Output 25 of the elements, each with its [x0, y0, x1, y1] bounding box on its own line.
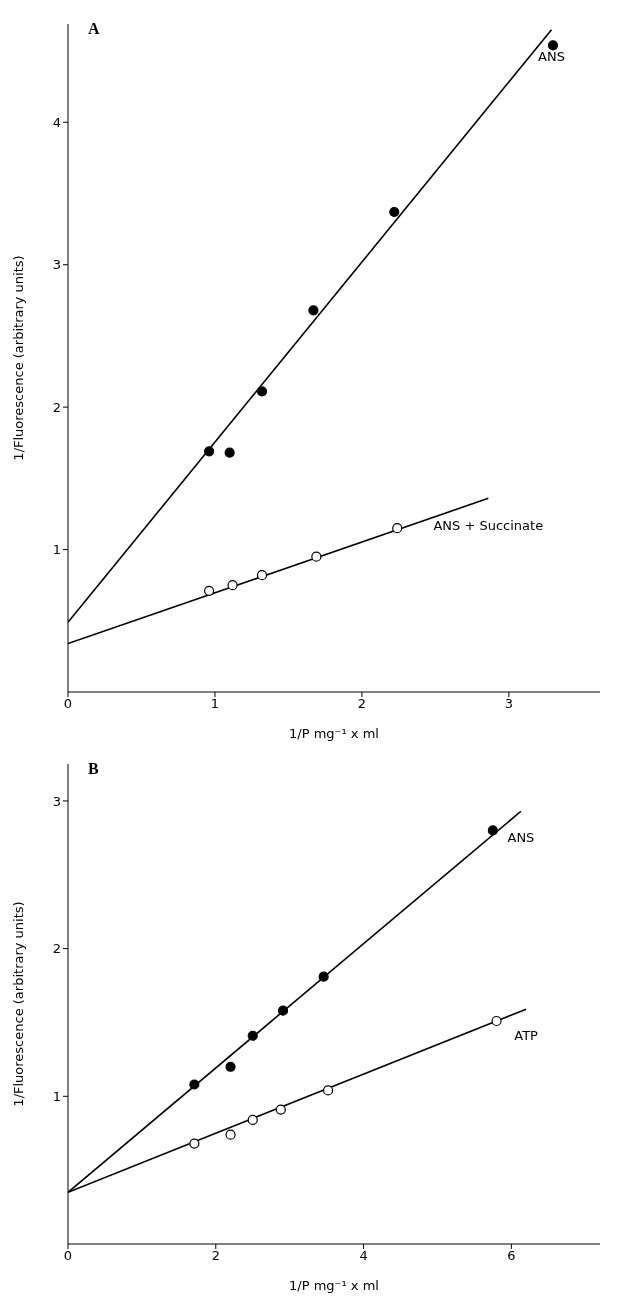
- y-tick-label: 1: [52, 542, 61, 558]
- x-axis-title: 1/P mg⁻¹ x ml: [289, 726, 379, 741]
- y-axis-title: 1/Fluorescence (arbitrary units): [10, 255, 26, 461]
- series-label: ANS + Succinate: [433, 517, 544, 533]
- x-tick-label: 4: [359, 1248, 368, 1264]
- series-label: ANS: [538, 48, 565, 64]
- y-tick-label: 2: [52, 941, 61, 957]
- x-tick-label: 3: [504, 696, 514, 712]
- x-tick-label: 2: [357, 696, 367, 712]
- series-label: ATP: [514, 1028, 539, 1044]
- x-tick-label: 2: [211, 1248, 220, 1264]
- x-axis-title: 1/P mg⁻¹ x ml: [289, 1278, 379, 1293]
- y-tick-label: 3: [52, 257, 61, 273]
- chart-title: B: [88, 760, 99, 778]
- y-tick-label: 2: [52, 399, 61, 415]
- x-tick-label: 6: [507, 1248, 516, 1264]
- x-tick-label: 1: [210, 696, 220, 712]
- y-tick-label: 4: [52, 114, 61, 130]
- series-label: ANS: [507, 830, 535, 846]
- y-tick-label: 3: [52, 793, 61, 809]
- x-tick-label: 0: [63, 696, 73, 712]
- y-axis-title: 1/Fluorescence (arbitrary units): [10, 901, 26, 1107]
- x-tick-label: 0: [63, 1248, 73, 1264]
- y-tick-label: 1: [52, 1088, 61, 1104]
- chart-title: A: [88, 20, 100, 38]
